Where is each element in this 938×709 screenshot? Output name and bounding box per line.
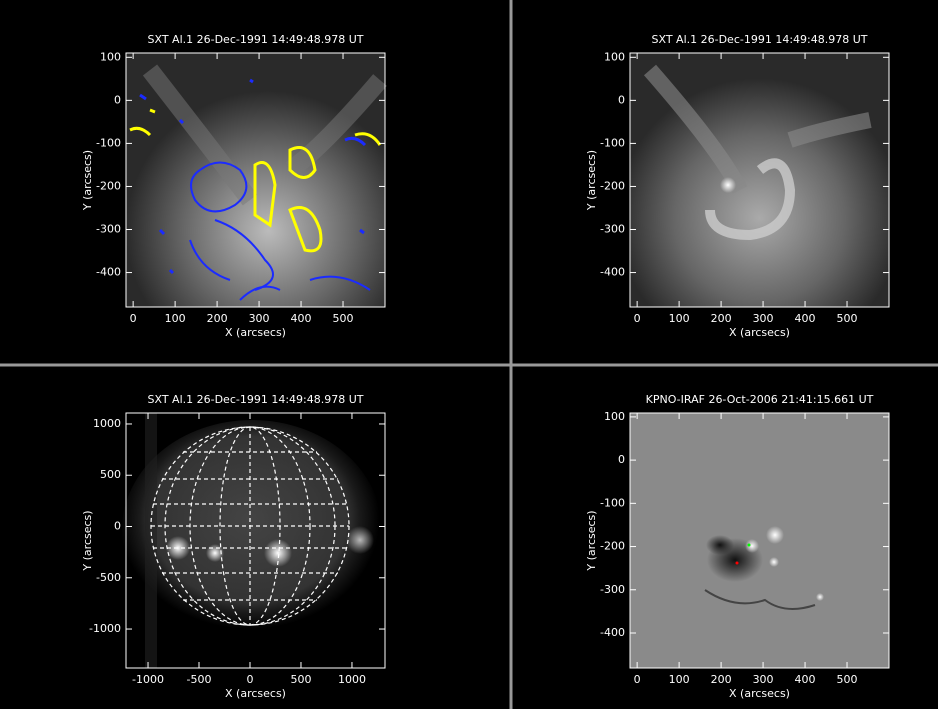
x-axis-label: X (arcsecs) bbox=[225, 326, 286, 339]
y-tick-label: -200 bbox=[600, 540, 625, 553]
x-tick-label: 300 bbox=[753, 673, 774, 686]
y-tick-label: -200 bbox=[96, 179, 121, 192]
plot-frame bbox=[125, 412, 386, 669]
x-tick-label: 100 bbox=[669, 673, 690, 686]
y-tick-label: -100 bbox=[600, 496, 625, 509]
plot-frame bbox=[629, 52, 890, 308]
x-tick-label: 400 bbox=[291, 312, 312, 325]
panel-title: SXT Al.1 26-Dec-1991 14:49:48.978 UT bbox=[148, 33, 364, 46]
y-tick-label: 100 bbox=[604, 50, 625, 63]
x-tick-label: -1000 bbox=[132, 673, 164, 686]
x-tick-label: 0 bbox=[130, 312, 137, 325]
panel-title: KPNO-IRAF 26-Oct-2006 21:41:15.661 UT bbox=[646, 393, 874, 406]
x-tick-label: -500 bbox=[187, 673, 212, 686]
x-axis-label: X (arcsecs) bbox=[225, 687, 286, 700]
y-axis-label: Y (arcsecs) bbox=[585, 510, 598, 571]
y-tick-label: -200 bbox=[600, 179, 625, 192]
y-tick-label: 1000 bbox=[93, 417, 121, 430]
y-axis-label: Y (arcsecs) bbox=[81, 150, 94, 211]
x-tick-label: 500 bbox=[837, 673, 858, 686]
y-tick-label: -100 bbox=[96, 136, 121, 149]
x-tick-label: 1000 bbox=[338, 673, 366, 686]
y-tick-label: -300 bbox=[600, 583, 625, 596]
y-tick-label: -300 bbox=[96, 223, 121, 236]
panel-title: SXT Al.1 26-Dec-1991 14:49:48.978 UT bbox=[652, 33, 868, 46]
x-tick-label: 300 bbox=[249, 312, 270, 325]
x-tick-label: 400 bbox=[795, 673, 816, 686]
x-tick-label: 300 bbox=[753, 312, 774, 325]
image-magnetogram bbox=[630, 413, 889, 668]
x-axis-label: X (arcsecs) bbox=[729, 326, 790, 339]
y-tick-label: 0 bbox=[618, 453, 625, 466]
y-tick-label: -1000 bbox=[89, 622, 121, 635]
x-axis-label: X (arcsecs) bbox=[729, 687, 790, 700]
y-tick-label: -400 bbox=[600, 626, 625, 639]
y-tick-label: 100 bbox=[604, 410, 625, 423]
x-tick-label: 0 bbox=[246, 673, 253, 686]
image-sxt-zoom bbox=[630, 53, 889, 307]
y-tick-label: 0 bbox=[618, 93, 625, 106]
y-axis-label: Y (arcsecs) bbox=[585, 150, 598, 211]
x-tick-label: 200 bbox=[207, 312, 228, 325]
plot-frame bbox=[125, 52, 386, 308]
y-tick-label: 0 bbox=[114, 93, 121, 106]
y-tick-label: 500 bbox=[100, 468, 121, 481]
x-tick-label: 0 bbox=[634, 312, 641, 325]
x-tick-label: 100 bbox=[669, 312, 690, 325]
y-tick-label: 0 bbox=[114, 520, 121, 533]
x-tick-label: 500 bbox=[333, 312, 354, 325]
x-tick-label: 0 bbox=[634, 673, 641, 686]
x-tick-label: 100 bbox=[165, 312, 186, 325]
y-tick-label: -400 bbox=[600, 266, 625, 279]
x-tick-label: 200 bbox=[711, 312, 732, 325]
y-tick-label: -400 bbox=[96, 266, 121, 279]
x-tick-label: 500 bbox=[290, 673, 311, 686]
y-tick-label: 100 bbox=[100, 50, 121, 63]
x-tick-label: 400 bbox=[795, 312, 816, 325]
image-sxt-fulldisk bbox=[122, 413, 385, 668]
x-tick-label: 200 bbox=[711, 673, 732, 686]
image-sxt-contours bbox=[126, 53, 387, 307]
y-tick-label: -500 bbox=[96, 571, 121, 584]
plot-frame bbox=[629, 412, 890, 669]
y-tick-label: -100 bbox=[600, 136, 625, 149]
x-tick-label: 500 bbox=[837, 312, 858, 325]
y-tick-label: -300 bbox=[600, 223, 625, 236]
panel-title: SXT Al.1 26-Dec-1991 14:49:48.978 UT bbox=[148, 393, 364, 406]
y-axis-label: Y (arcsecs) bbox=[81, 510, 94, 571]
